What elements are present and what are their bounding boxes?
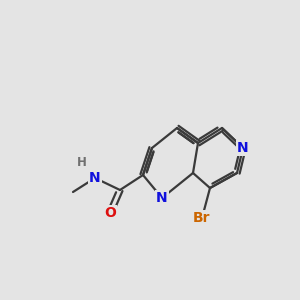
- Text: N: N: [89, 171, 101, 185]
- Text: N: N: [237, 141, 249, 155]
- Text: H: H: [77, 155, 87, 169]
- Text: O: O: [104, 206, 116, 220]
- Text: N: N: [156, 191, 168, 205]
- Text: Br: Br: [193, 211, 211, 225]
